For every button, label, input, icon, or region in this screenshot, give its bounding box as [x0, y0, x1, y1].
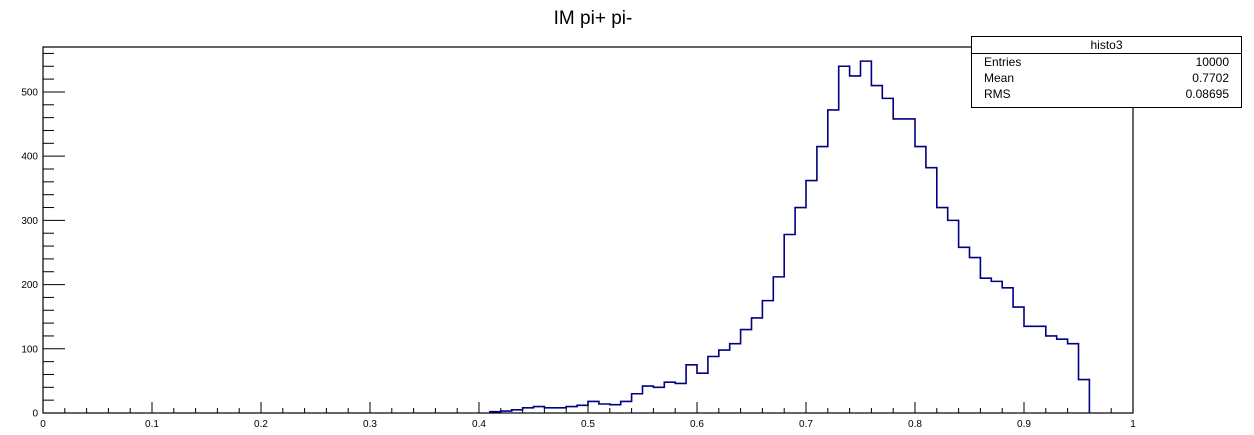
y-tick-label: 400: [21, 152, 38, 163]
axis-ticks: [42, 52, 1134, 414]
stats-label: Entries: [984, 55, 1022, 69]
y-tick-label: 100: [21, 344, 38, 355]
y-tick-label: 0: [32, 409, 38, 420]
x-tick-label: 0.8: [908, 419, 922, 430]
stats-label: Mean: [984, 71, 1015, 85]
x-tick-label: 0.3: [363, 419, 377, 430]
stats-row-rms: RMS 0.08695: [972, 86, 1241, 102]
y-tick-label: 300: [21, 216, 38, 227]
chart-title: IM pi+ pi-: [554, 8, 633, 29]
stats-title: histo3: [972, 37, 1241, 54]
x-tick-label: 1: [1130, 419, 1136, 430]
y-tick-label: 500: [21, 87, 38, 98]
stats-value: 0.08695: [1185, 87, 1229, 101]
stats-row-mean: Mean 0.7702: [972, 70, 1241, 86]
stats-value: 0.7702: [1192, 71, 1229, 85]
x-tick-label: 0.2: [254, 419, 268, 430]
x-tick-label: 0.9: [1017, 419, 1031, 430]
y-tick-label: 200: [21, 280, 38, 291]
stats-box: histo3 Entries 10000 Mean 0.7702 RMS 0.0…: [971, 36, 1242, 108]
x-tick-label: 0.6: [690, 419, 704, 430]
x-tick-label: 0.4: [472, 419, 486, 430]
x-tick-label: 0.7: [799, 419, 813, 430]
stats-value: 10000: [1195, 55, 1229, 69]
axis-tick-labels: 0 0.1 0.2 0.3 0.4 0.5 0.6 0.7 0.8 0.9 1 0 100 200 300 4…: [21, 87, 1136, 430]
histogram-line: [489, 60, 1091, 413]
stats-label: RMS: [984, 87, 1011, 101]
plot-frame: [42, 46, 1134, 414]
x-tick-label: 0.1: [145, 419, 159, 430]
x-tick-label: 0: [40, 419, 46, 430]
stats-row-entries: Entries 10000: [972, 54, 1241, 70]
x-tick-label: 0.5: [581, 419, 595, 430]
